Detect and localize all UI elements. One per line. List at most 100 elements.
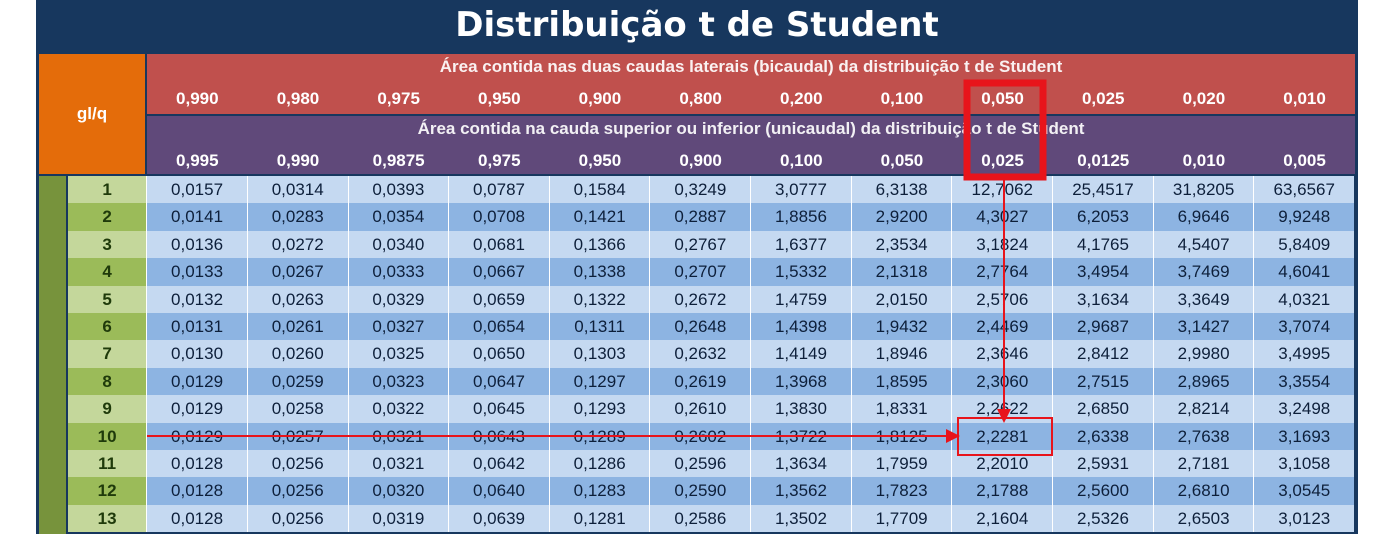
- critical-value-cell: 1,8125: [850, 422, 952, 450]
- critical-value-cell: 2,0150: [850, 285, 952, 313]
- one-tailed-header-row: 0,995 0,990 0,9875 0,975 0,950 0,900 0,1…: [147, 149, 1355, 173]
- critical-value-cell: 0,2596: [649, 449, 751, 478]
- critical-value-cell: 0,0256: [246, 449, 348, 478]
- row-side-strip: [39, 176, 66, 534]
- one-tailed-col-header: 0,010: [1182, 151, 1226, 170]
- two-tailed-col-header: 0,950: [478, 89, 521, 108]
- critical-value-cell: 4,5407: [1152, 230, 1254, 259]
- critical-value-cell: 1,7823: [850, 477, 952, 505]
- critical-value-cell: 2,8412: [1052, 340, 1153, 368]
- t-table-body: 1 0,0157 0,0314 0,0393 0,0787 0,1584 0,3249 3,0…: [68, 176, 1355, 533]
- critical-value-cell: 3,4995: [1253, 340, 1355, 368]
- critical-value-cell: 0,0650: [448, 340, 549, 368]
- degrees-of-freedom-cell: 4: [68, 258, 147, 286]
- critical-value-cell: 4,1765: [1052, 230, 1153, 259]
- critical-value-cell: 0,2602: [649, 422, 751, 450]
- critical-value-cell: 3,1058: [1253, 449, 1355, 478]
- critical-value-cell: 2,5931: [1052, 449, 1153, 478]
- critical-value-cell: 0,0256: [246, 504, 348, 533]
- table-row: 11 0,0128 0,0256 0,0321 0,0642 0,1286 0,2596 1,…: [68, 449, 1355, 478]
- critical-value-cell: 0,1286: [548, 449, 650, 478]
- critical-value-cell: 2,8214: [1152, 395, 1254, 423]
- critical-value-cell: 0,2707: [649, 258, 751, 286]
- table-row: 6 0,0131 0,0261 0,0327 0,0654 0,1311 0,2648 1,4…: [68, 312, 1355, 341]
- critical-value-cell: 3,1693: [1253, 422, 1355, 450]
- critical-value-cell: 63,6567: [1253, 176, 1355, 204]
- critical-value-cell: 1,4398: [750, 312, 851, 341]
- one-tailed-col-header: 0,005: [1283, 151, 1326, 170]
- critical-value-cell: 0,0272: [246, 230, 348, 259]
- one-tailed-title: Área contida na cauda superior ou inferi…: [417, 119, 1085, 138]
- critical-value-cell: 0,0133: [146, 258, 247, 286]
- critical-value-cell: 0,0322: [347, 395, 449, 423]
- critical-value-cell: 0,0128: [146, 449, 247, 478]
- table-row: 13 0,0128 0,0256 0,0319 0,0639 0,1281 0,2586 1,…: [68, 504, 1355, 533]
- critical-value-cell: 1,5332: [750, 258, 851, 286]
- two-tailed-col-header: 0,050: [981, 89, 1024, 108]
- critical-value-cell: 0,1289: [548, 422, 650, 450]
- critical-value-cell: 0,0129: [146, 367, 247, 396]
- critical-value-cell: 0,0321: [347, 422, 449, 450]
- degrees-of-freedom-cell: 13: [68, 504, 147, 533]
- critical-value-cell: 3,0123: [1253, 504, 1355, 533]
- one-tailed-header: Área contida na cauda superior ou inferi…: [147, 116, 1355, 174]
- critical-value-cell: 0,1322: [548, 285, 650, 313]
- critical-value-cell: 0,0667: [448, 258, 549, 286]
- critical-value-cell: 0,0128: [146, 477, 247, 505]
- two-tailed-header-row: 0,990 0,980 0,975 0,950 0,900 0,800 0,20…: [147, 87, 1355, 111]
- critical-value-cell: 0,0257: [246, 422, 348, 450]
- critical-value-cell: 0,0643: [448, 422, 549, 450]
- critical-value-cell: 3,3554: [1253, 367, 1355, 396]
- critical-value-cell: 1,7709: [850, 504, 952, 533]
- degrees-of-freedom-cell: 6: [68, 312, 147, 341]
- critical-value-cell: 0,1338: [548, 258, 650, 286]
- critical-value-cell: 0,0131: [146, 312, 247, 341]
- degrees-of-freedom-cell: 1: [68, 176, 147, 204]
- critical-value-cell: 0,0267: [246, 258, 348, 286]
- critical-value-cell: 12,7062: [951, 176, 1053, 204]
- critical-value-cell: 0,0681: [448, 230, 549, 259]
- critical-value-cell: 9,9248: [1253, 203, 1355, 231]
- critical-value-cell: 0,0329: [347, 285, 449, 313]
- critical-value-cell: 0,1281: [548, 504, 650, 533]
- two-tailed-col-header: 0,975: [377, 89, 420, 108]
- critical-value-cell: 3,2498: [1253, 395, 1355, 423]
- critical-value-cell: 0,1366: [548, 230, 650, 259]
- two-tailed-col-header: 0,200: [779, 89, 823, 108]
- critical-value-cell: 0,0640: [448, 477, 549, 505]
- critical-value-cell: 3,7469: [1152, 258, 1254, 286]
- critical-value-cell: 2,7764: [951, 258, 1053, 286]
- critical-value-cell: 1,6377: [750, 230, 851, 259]
- critical-value-cell: 0,1311: [548, 312, 650, 341]
- critical-value-cell: 2,9200: [850, 203, 952, 231]
- critical-value-cell: 1,7959: [850, 449, 952, 478]
- critical-value-cell: 2,9687: [1052, 312, 1153, 341]
- degrees-of-freedom-cell: 10: [68, 422, 147, 450]
- two-tailed-col-header: 0,980: [276, 89, 320, 108]
- critical-value-cell: 0,2672: [649, 285, 751, 313]
- two-tailed-col-header: 0,100: [880, 89, 924, 108]
- critical-value-cell: 2,7515: [1052, 367, 1153, 396]
- critical-value-cell: 2,5326: [1052, 504, 1153, 533]
- critical-value-cell: 2,1604: [951, 504, 1053, 533]
- critical-value-cell: 1,3968: [750, 367, 851, 396]
- critical-value-cell: 0,0132: [146, 285, 247, 313]
- critical-value-cell: 0,2632: [649, 340, 751, 368]
- critical-value-cell: 0,0354: [347, 203, 449, 231]
- critical-value-cell: 3,0777: [750, 176, 851, 204]
- critical-value-cell: 2,6503: [1152, 504, 1254, 533]
- critical-value-cell: 0,0136: [146, 230, 247, 259]
- one-tailed-col-header: 0,050: [880, 151, 924, 170]
- critical-value-cell: 3,1634: [1052, 285, 1153, 313]
- critical-value-cell: 0,0323: [347, 367, 449, 396]
- two-tailed-header: Área contida nas duas caudas laterais (b…: [147, 54, 1355, 114]
- critical-value-cell: 1,3830: [750, 395, 851, 423]
- critical-value-cell: 0,2590: [649, 477, 751, 505]
- critical-value-cell: 3,7074: [1253, 312, 1355, 341]
- critical-value-cell: 0,0654: [448, 312, 549, 341]
- critical-value-cell: 2,6810: [1152, 477, 1254, 505]
- critical-value-cell: 0,1283: [548, 477, 650, 505]
- critical-value-cell: 3,4954: [1052, 258, 1153, 286]
- one-tailed-col-header: 0,9875: [372, 151, 425, 170]
- critical-value-cell: 1,3634: [750, 449, 851, 478]
